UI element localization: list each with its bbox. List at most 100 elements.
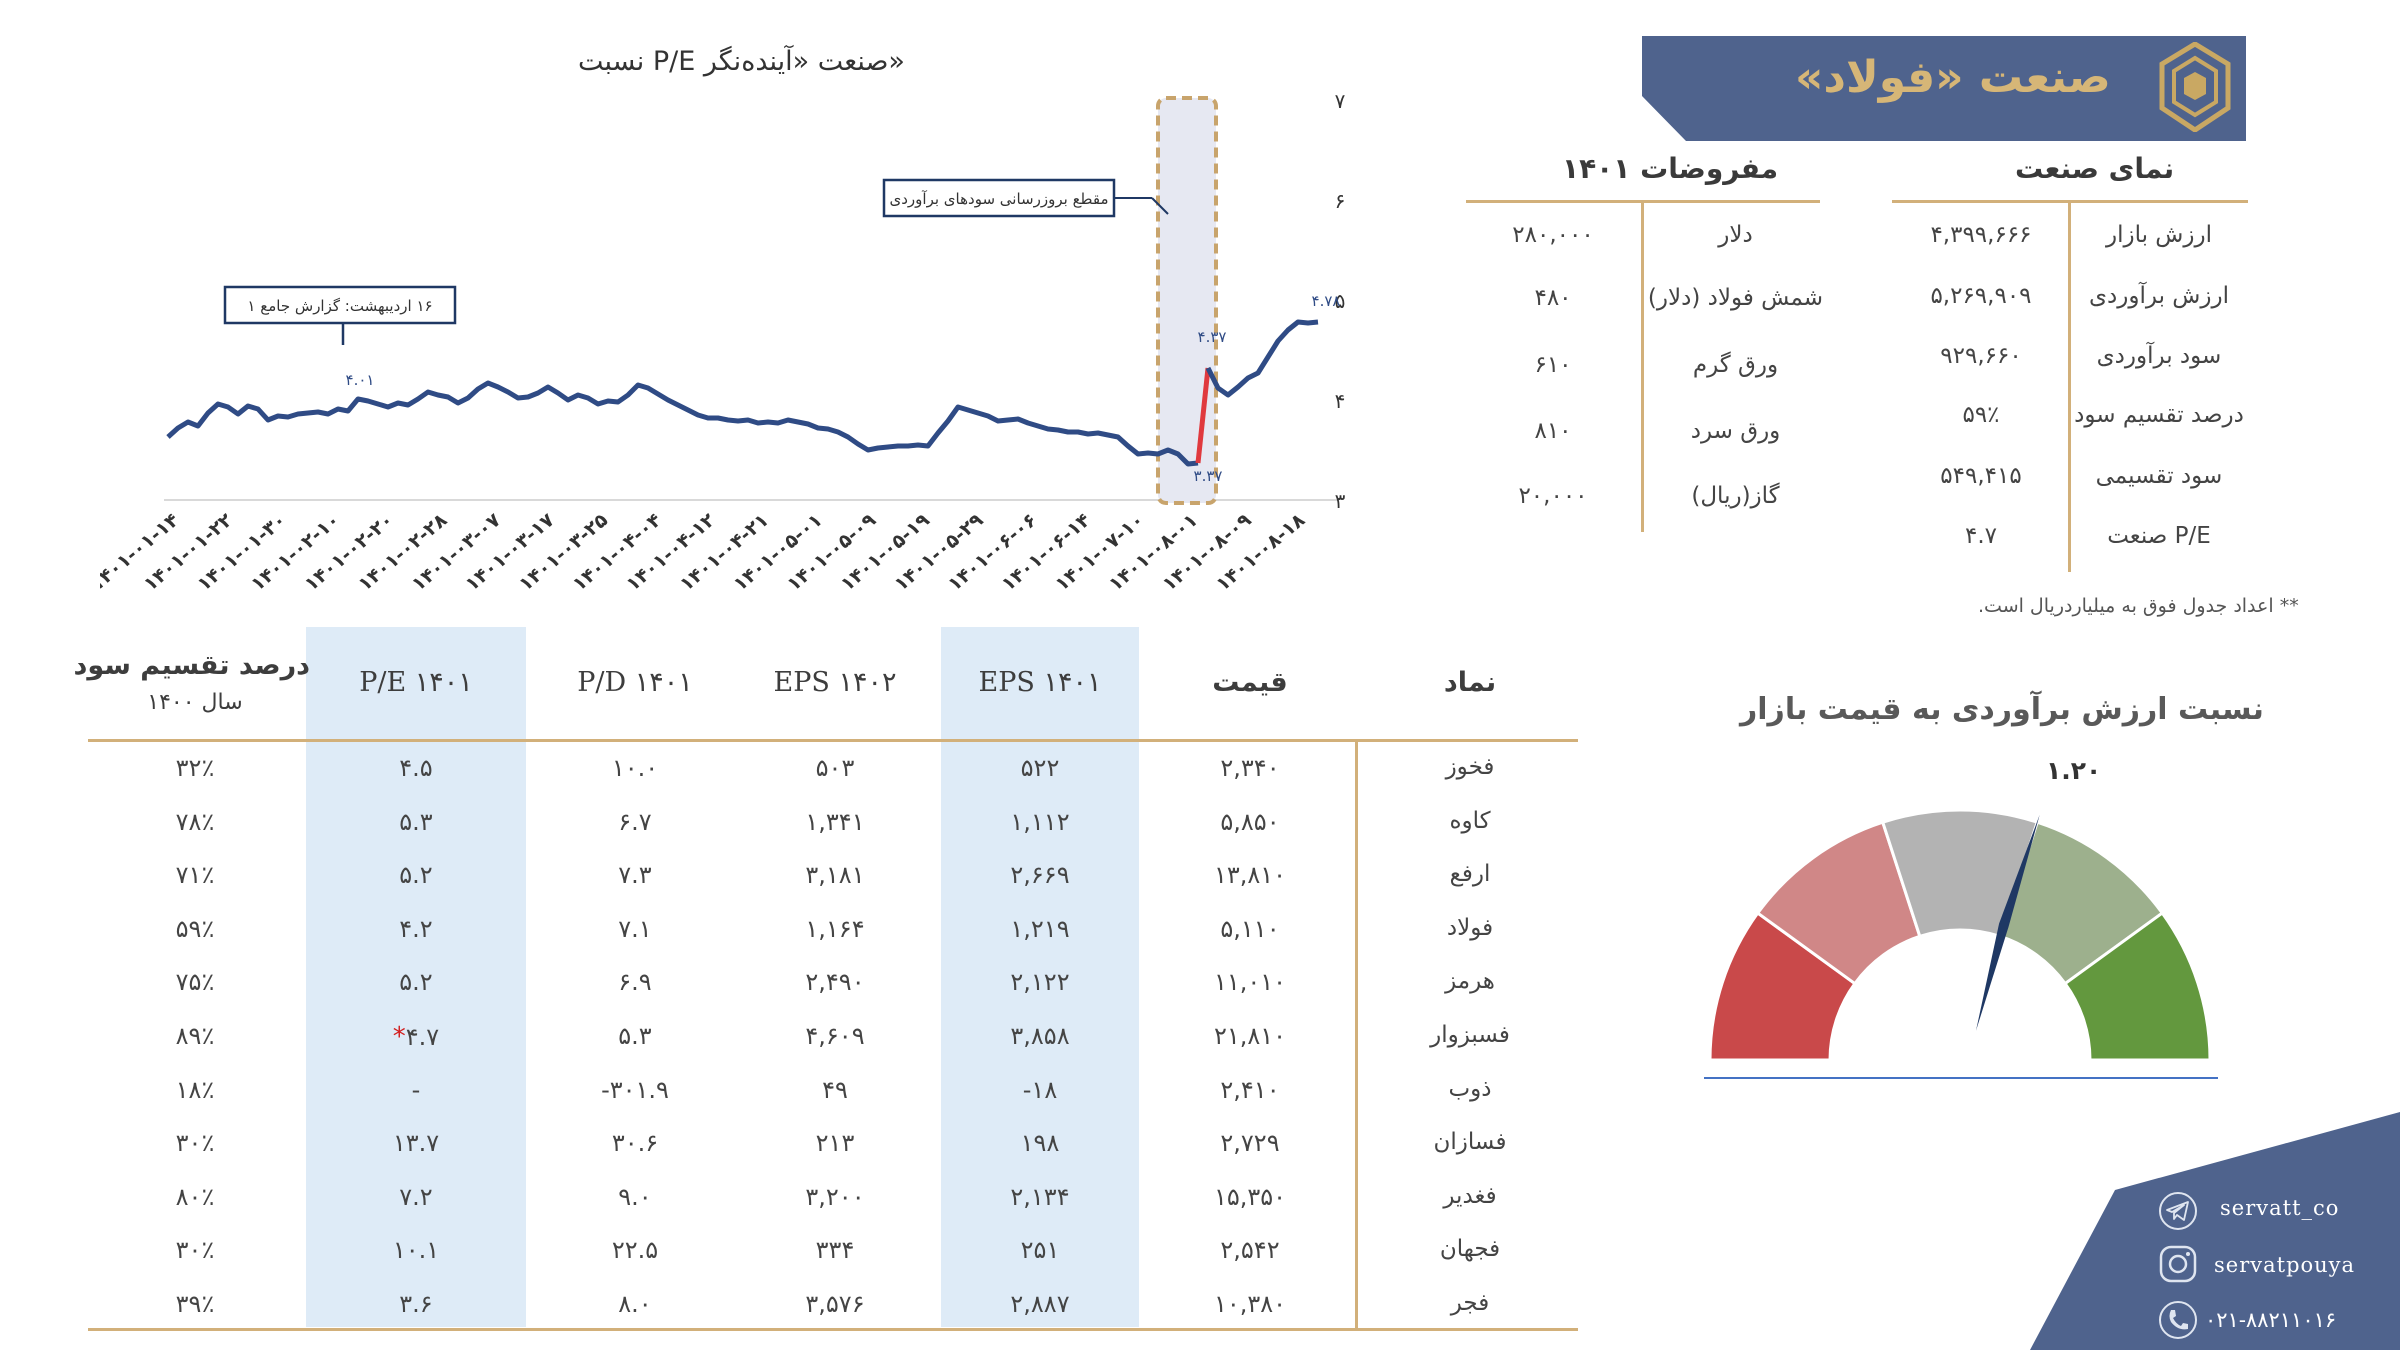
annotation-text: مقطع بروزرسانی سودهای برآوردی xyxy=(890,190,1109,208)
y-tick-label: ۷ xyxy=(1335,89,1346,113)
instagram-icon[interactable] xyxy=(2158,1244,2198,1284)
cell-eps1401-text: ۲۵۱ xyxy=(1020,1236,1060,1265)
header-eps1402: EPS ۱۴۰۲ xyxy=(773,667,897,698)
data-label: ۴.۰۱ xyxy=(346,371,375,389)
cell-eps1401: ۱,۱۱۲ xyxy=(941,808,1139,836)
data-label: ۴.۷۸ xyxy=(1312,292,1341,310)
cell-pd1401: ۱۰.۰ xyxy=(535,754,735,782)
cell-pd1401-text: ۵.۳ xyxy=(618,1022,652,1050)
cell-eps1401: ۲,۱۲۲ xyxy=(941,968,1139,996)
cell-eps1401-text: ۱,۱۱۲ xyxy=(1010,807,1070,836)
cell-price-text: ۵,۱۱۰ xyxy=(1220,914,1280,943)
cell-eps1402: ۴,۶۰۹ xyxy=(735,1022,935,1050)
cell-pd1401: ۷.۳ xyxy=(535,861,735,889)
industry-view-divider xyxy=(2068,202,2071,572)
cell-div: ۷۸٪ xyxy=(80,808,310,836)
industry-view-label: سود برآوردی xyxy=(2096,343,2222,369)
cell-price-text: ۵,۸۵۰ xyxy=(1220,807,1280,836)
cell-div-text: ۳۹٪ xyxy=(175,1290,215,1318)
industry-title: صنعت «فولاد» xyxy=(1795,52,2111,103)
cell-eps1402-text: ۳,۲۰۰ xyxy=(805,1182,865,1211)
cell-div: ۳۹٪ xyxy=(80,1290,310,1318)
cell-price-text: ۱۳,۸۱۰ xyxy=(1213,861,1287,890)
cell-eps1401-text: ۱,۲۱۹ xyxy=(1010,914,1070,943)
cell-div-text: ۷۵٪ xyxy=(175,968,215,997)
cell-symbol: فغدیر xyxy=(1370,1183,1570,1209)
phone-number[interactable]: ۰۲۱-۸۸۲۱۱۰۱۶ xyxy=(2205,1308,2337,1332)
cell-pd1401-text: ۳۰.۶ xyxy=(611,1129,659,1158)
cell-eps1402: ۳,۱۸۱ xyxy=(735,861,935,889)
cell-eps1401: ۲,۸۸۷ xyxy=(941,1290,1139,1318)
table-symbol-divider xyxy=(1355,742,1358,1328)
cell-pd1401: ۳۰.۶ xyxy=(535,1129,735,1157)
annotation-box xyxy=(882,178,1116,218)
cell-eps1401-text: ۳,۸۵۸ xyxy=(1010,1022,1070,1050)
cell-div-text: ۱۸٪ xyxy=(175,1075,215,1104)
industry-view-value: ۹۲۹,۶۶۰ xyxy=(1940,343,2022,369)
cell-div: ۷۵٪ xyxy=(80,968,310,996)
assumption-label: ورق گرم xyxy=(1692,352,1779,378)
gauge-needle xyxy=(1975,814,2040,1031)
assumptions-divider xyxy=(1641,202,1644,532)
pe-column-highlight xyxy=(306,627,526,1327)
cell-eps1402: ۲۱۳ xyxy=(735,1129,935,1157)
industry-view-value: ۴,۳۹۹,۶۶۶ xyxy=(1930,222,2032,248)
y-tick-label: ۵ xyxy=(1335,289,1346,313)
cell-symbol-text: فجهان xyxy=(1439,1236,1501,1263)
cell-symbol-text: فولاد xyxy=(1446,914,1494,941)
cell-eps1401: -۱۸ xyxy=(941,1076,1139,1104)
cell-symbol-text: فخوز xyxy=(1445,754,1495,780)
cell-price-text: ۲۱,۸۱۰ xyxy=(1213,1022,1287,1050)
telegram-icon[interactable] xyxy=(2158,1191,2198,1231)
cell-pd1401: ۶.۷ xyxy=(535,808,735,836)
cell-eps1401-text: ۲,۱۳۴ xyxy=(1010,1182,1070,1211)
cell-symbol: هرمز xyxy=(1370,968,1570,994)
header-pd1401: P/D ۱۴۰۱ xyxy=(577,667,693,698)
cell-symbol-text: فسبزوار xyxy=(1430,1022,1510,1048)
industry-view-value: ۵,۲۶۹,۹۰۹ xyxy=(1930,283,2032,309)
company-logo xyxy=(2159,42,2231,132)
header-dividend-year: سال ۱۴۰۰ xyxy=(147,690,243,715)
cell-pd1401-text: ۷.۳ xyxy=(618,861,652,890)
cell-symbol-text: فسازان xyxy=(1433,1129,1507,1156)
cell-eps1401-text: ۲,۱۲۲ xyxy=(1010,968,1070,997)
cell-div-text: ۷۱٪ xyxy=(175,861,215,890)
cell-div: ۸۰٪ xyxy=(80,1183,310,1211)
assumption-label: شمش فولاد (دلار) xyxy=(1647,285,1824,311)
assumption-label: گاز(ریال) xyxy=(1691,483,1780,509)
cell-pd1401: ۵.۳ xyxy=(535,1022,735,1050)
y-tick-label: ۶ xyxy=(1335,189,1346,213)
cell-eps1401-text: -۱۸ xyxy=(1022,1075,1058,1104)
cell-pe1401-text: ۵.۳ xyxy=(399,807,433,836)
cell-pe1401: ۵.۲ xyxy=(306,861,526,889)
cell-symbol: فولاد xyxy=(1370,915,1570,941)
social-corner-panel xyxy=(2030,1112,2400,1350)
gauge-value-label: ۱.۲۰ xyxy=(2046,756,2102,785)
cell-div-text: ۸۹٪ xyxy=(175,1022,215,1050)
cell-price-text: ۲,۵۴۲ xyxy=(1220,1236,1280,1265)
data-label: ۳.۳۷ xyxy=(1194,467,1223,485)
cell-div: ۱۸٪ xyxy=(80,1076,310,1104)
cell-symbol-text: ارفع xyxy=(1449,861,1491,888)
cell-symbol-text: ذوب xyxy=(1448,1075,1492,1102)
cell-eps1402: ۲,۴۹۰ xyxy=(735,968,935,996)
cell-price: ۵,۱۱۰ xyxy=(1150,915,1350,943)
instagram-handle[interactable]: servatpouya xyxy=(2214,1253,2356,1277)
assumption-label: ورق سرد xyxy=(1690,418,1781,444)
phone-icon[interactable] xyxy=(2158,1300,2198,1340)
cell-price: ۱۵,۳۵۰ xyxy=(1150,1183,1350,1211)
cell-eps1402: ۵۰۳ xyxy=(735,754,935,782)
cell-symbol: فسازان xyxy=(1370,1129,1570,1155)
cell-pe1401: ۱۳.۷ xyxy=(306,1129,526,1157)
cell-eps1402-text: ۳,۵۷۶ xyxy=(805,1290,865,1318)
header-price: قیمت xyxy=(1212,667,1288,698)
assumption-value: ۸۱۰ xyxy=(1534,418,1572,444)
cell-pd1401: ۶.۹ xyxy=(535,968,735,996)
cell-pd1401-text: ۸.۰ xyxy=(618,1290,652,1318)
industry-view-top-rule xyxy=(1892,200,2248,203)
cell-pd1401-text: ۲۲.۵ xyxy=(611,1236,659,1265)
cell-symbol: فسبزوار xyxy=(1370,1022,1570,1048)
telegram-handle[interactable]: servatt_co xyxy=(2220,1196,2340,1220)
cell-eps1402-text: ۲,۴۹۰ xyxy=(805,968,865,997)
cell-pe1401: ۱۰.۱ xyxy=(306,1236,526,1264)
